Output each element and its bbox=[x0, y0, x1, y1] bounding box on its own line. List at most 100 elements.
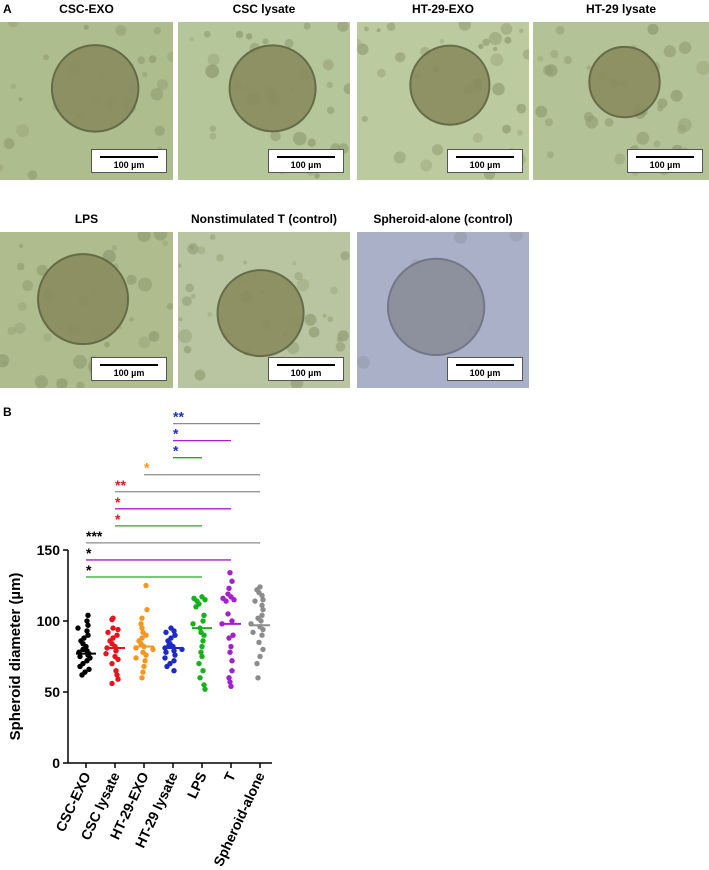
scale-bar: 100 µm bbox=[91, 149, 167, 173]
data-point bbox=[143, 582, 149, 589]
y-tick-label: 100 bbox=[37, 613, 61, 629]
data-point bbox=[163, 649, 169, 655]
scale-bar: 100 µm bbox=[447, 149, 523, 173]
data-point bbox=[139, 615, 145, 621]
data-point bbox=[84, 628, 90, 634]
data-point bbox=[226, 675, 232, 681]
data-point bbox=[85, 612, 91, 619]
data-point bbox=[260, 597, 266, 603]
data-point bbox=[227, 679, 233, 685]
scale-bar-label: 100 µm bbox=[290, 160, 322, 170]
data-point bbox=[190, 621, 196, 627]
data-point bbox=[199, 643, 205, 650]
panel-b-letter: B bbox=[3, 405, 12, 419]
data-point bbox=[150, 646, 156, 653]
x-tick-label: LPS bbox=[184, 770, 210, 801]
data-point bbox=[257, 653, 263, 660]
data-point bbox=[139, 625, 145, 631]
data-point bbox=[229, 658, 235, 664]
y-tick-label: 50 bbox=[44, 684, 60, 700]
significance-label: * bbox=[173, 426, 179, 442]
significance-label: * bbox=[86, 562, 92, 578]
data-point bbox=[172, 652, 178, 658]
data-point bbox=[77, 653, 83, 660]
data-point bbox=[258, 618, 264, 624]
micrograph-title: Nonstimulated T (control) bbox=[191, 212, 337, 226]
significance-label: ** bbox=[173, 409, 184, 425]
y-axis-label: Spheroid diameter (µm) bbox=[7, 573, 24, 741]
data-point bbox=[84, 618, 90, 624]
micrograph-image: 100 µm bbox=[0, 232, 173, 388]
data-point bbox=[144, 606, 150, 613]
data-point bbox=[231, 597, 237, 603]
micrograph-title: CSC lysate bbox=[232, 2, 296, 16]
data-point bbox=[260, 626, 266, 633]
scale-bar: 100 µm bbox=[268, 357, 344, 381]
data-point bbox=[201, 682, 207, 688]
data-point bbox=[171, 658, 177, 664]
data-point bbox=[114, 632, 120, 638]
data-point bbox=[260, 606, 266, 613]
spheroid bbox=[228, 44, 317, 133]
data-point bbox=[201, 612, 207, 619]
data-point bbox=[139, 675, 145, 681]
data-point bbox=[114, 672, 120, 678]
spheroid bbox=[386, 257, 486, 357]
data-point bbox=[200, 638, 206, 644]
micrograph-title: CSC-EXO bbox=[59, 2, 114, 16]
data-point bbox=[79, 672, 85, 678]
data-point bbox=[103, 650, 109, 657]
data-point bbox=[86, 666, 92, 672]
scale-bar: 100 µm bbox=[627, 149, 703, 173]
micrograph-image: 100 µm bbox=[357, 22, 529, 180]
data-point bbox=[254, 660, 260, 667]
scale-bar-label: 100 µm bbox=[649, 160, 681, 170]
data-point bbox=[198, 649, 204, 655]
significance-label: * bbox=[173, 443, 179, 459]
spheroid bbox=[409, 44, 491, 126]
data-point bbox=[162, 655, 168, 661]
micrograph-image: 100 µm bbox=[357, 232, 529, 388]
scale-bar-label: 100 µm bbox=[469, 160, 501, 170]
significance-label: * bbox=[144, 460, 150, 476]
significance-label: *** bbox=[86, 528, 103, 544]
data-point bbox=[226, 585, 232, 592]
scale-bar-label: 100 µm bbox=[113, 368, 145, 378]
data-point bbox=[171, 668, 177, 674]
data-point bbox=[142, 658, 148, 664]
data-point bbox=[143, 632, 149, 638]
data-point bbox=[252, 598, 258, 604]
micrograph-title: LPS bbox=[74, 212, 99, 226]
data-point bbox=[109, 680, 115, 687]
x-tick-label: T bbox=[221, 769, 239, 784]
spheroid bbox=[216, 269, 305, 358]
data-point bbox=[75, 625, 81, 631]
data-point bbox=[164, 663, 170, 670]
micrograph-image: 100 µm bbox=[178, 232, 350, 388]
data-point bbox=[197, 675, 203, 681]
data-point bbox=[228, 643, 234, 650]
micrograph-image: 100 µm bbox=[533, 22, 709, 180]
significance-label: * bbox=[86, 545, 92, 561]
data-point bbox=[259, 632, 265, 638]
data-point bbox=[223, 598, 229, 604]
data-point bbox=[255, 675, 261, 681]
data-point bbox=[196, 660, 202, 667]
data-point bbox=[228, 683, 234, 690]
significance-label: ** bbox=[115, 477, 126, 493]
panel-a-letter: A bbox=[3, 2, 12, 16]
data-point bbox=[85, 632, 91, 638]
data-point bbox=[225, 611, 231, 617]
data-point bbox=[199, 653, 205, 660]
data-point bbox=[202, 686, 208, 692]
data-point bbox=[138, 621, 144, 627]
data-point bbox=[143, 652, 149, 658]
scale-bar-label: 100 µm bbox=[469, 368, 501, 378]
data-point bbox=[260, 646, 266, 653]
scale-bar-label: 100 µm bbox=[290, 368, 322, 378]
micrograph-image: 100 µm bbox=[0, 22, 173, 180]
y-tick-label: 150 bbox=[37, 542, 61, 558]
data-point bbox=[230, 632, 236, 638]
data-point bbox=[250, 629, 256, 636]
